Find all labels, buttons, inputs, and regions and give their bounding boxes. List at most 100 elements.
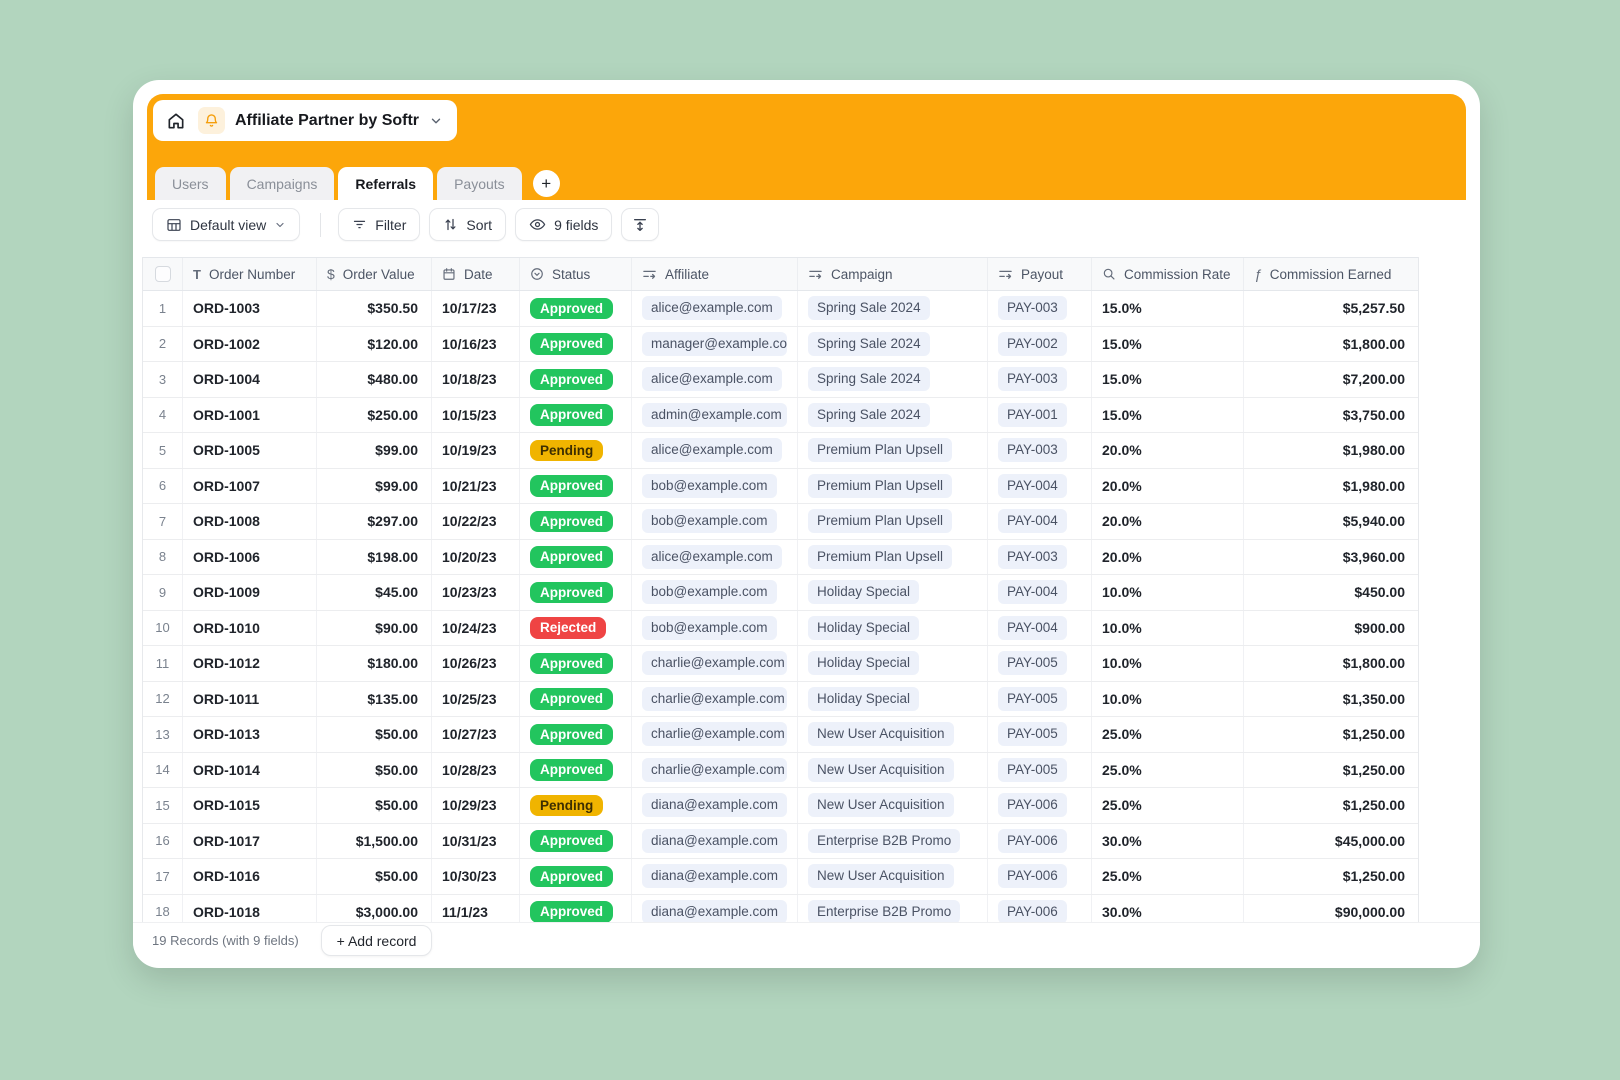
row-number-cell[interactable]: 13	[143, 717, 183, 752]
cell-commission-earned[interactable]: $1,800.00	[1244, 327, 1418, 362]
cell-order-value[interactable]: $45.00	[317, 575, 432, 610]
cell-date[interactable]: 10/18/23	[432, 362, 520, 397]
row-number-cell[interactable]: 4	[143, 397, 183, 432]
cell-commission-earned[interactable]: $3,750.00	[1244, 398, 1418, 433]
cell-commission-earned[interactable]: $450.00	[1244, 575, 1418, 610]
tab-referrals[interactable]: Referrals	[338, 167, 434, 200]
cell-campaign[interactable]: Spring Sale 2024	[798, 362, 988, 397]
cell-commission-rate[interactable]: 20.0%	[1092, 539, 1244, 574]
row-number-cell[interactable]: 12	[143, 681, 183, 716]
cell-order-number[interactable]: ORD-1013	[183, 717, 317, 752]
cell-commission-rate[interactable]: 25.0%	[1092, 788, 1244, 823]
cell-commission-earned[interactable]: $1,980.00	[1244, 469, 1418, 504]
cell-payout[interactable]: PAY-004	[988, 504, 1092, 539]
cell-date[interactable]: 10/30/23	[432, 859, 520, 894]
sort-button[interactable]: Sort	[429, 208, 507, 241]
add-table-button[interactable]: +	[532, 170, 560, 197]
cell-order-value[interactable]: $90.00	[317, 610, 432, 645]
cell-order-value[interactable]: $3,000.00	[317, 894, 432, 922]
cell-commission-rate[interactable]: 20.0%	[1092, 468, 1244, 503]
cell-campaign[interactable]: Premium Plan Upsell	[798, 504, 988, 539]
cell-campaign[interactable]: Spring Sale 2024	[798, 397, 988, 432]
cell-payout[interactable]: PAY-005	[988, 752, 1092, 787]
cell-order-number[interactable]: ORD-1015	[183, 788, 317, 823]
cell-affiliate[interactable]: diana@example.com	[632, 859, 798, 894]
cell-date[interactable]: 10/21/23	[432, 468, 520, 503]
cell-order-value[interactable]: $198.00	[317, 539, 432, 574]
cell-campaign[interactable]: Holiday Special	[798, 646, 988, 681]
column-header-commission-earned[interactable]: ƒ Commission Earned	[1244, 258, 1418, 290]
row-number-cell[interactable]: 9	[143, 575, 183, 610]
cell-commission-rate[interactable]: 10.0%	[1092, 681, 1244, 716]
cell-payout[interactable]: PAY-003	[988, 291, 1092, 326]
row-number-cell[interactable]: 17	[143, 859, 183, 894]
cell-status[interactable]: Rejected	[520, 610, 632, 645]
cell-commission-rate[interactable]: 15.0%	[1092, 362, 1244, 397]
cell-status[interactable]: Pending	[520, 788, 632, 823]
cell-order-number[interactable]: ORD-1001	[183, 397, 317, 432]
cell-date[interactable]: 10/23/23	[432, 575, 520, 610]
cell-commission-rate[interactable]: 30.0%	[1092, 823, 1244, 858]
cell-campaign[interactable]: New User Acquisition	[798, 717, 988, 752]
cell-commission-earned[interactable]: $900.00	[1244, 611, 1418, 646]
cell-order-value[interactable]: $297.00	[317, 504, 432, 539]
row-number-cell[interactable]: 10	[143, 610, 183, 645]
cell-campaign[interactable]: Premium Plan Upsell	[798, 433, 988, 468]
cell-date[interactable]: 10/27/23	[432, 717, 520, 752]
cell-commission-rate[interactable]: 10.0%	[1092, 610, 1244, 645]
cell-commission-earned[interactable]: $1,250.00	[1244, 717, 1418, 752]
row-height-button[interactable]	[621, 208, 660, 241]
cell-commission-earned[interactable]: $1,250.00	[1244, 859, 1418, 894]
cell-affiliate[interactable]: charlie@example.com	[632, 681, 798, 716]
cell-affiliate[interactable]: charlie@example.com	[632, 752, 798, 787]
row-number-cell[interactable]: 7	[143, 504, 183, 539]
row-number-cell[interactable]: 2	[143, 326, 183, 361]
cell-order-number[interactable]: ORD-1012	[183, 646, 317, 681]
cell-affiliate[interactable]: alice@example.com	[632, 433, 798, 468]
column-header-order-value[interactable]: $ Order Value	[317, 258, 432, 290]
cell-payout[interactable]: PAY-004	[988, 468, 1092, 503]
cell-campaign[interactable]: Premium Plan Upsell	[798, 468, 988, 503]
cell-order-number[interactable]: ORD-1008	[183, 504, 317, 539]
cell-affiliate[interactable]: diana@example.com	[632, 894, 798, 922]
cell-date[interactable]: 10/16/23	[432, 326, 520, 361]
cell-commission-rate[interactable]: 10.0%	[1092, 575, 1244, 610]
cell-status[interactable]: Pending	[520, 433, 632, 468]
cell-campaign[interactable]: New User Acquisition	[798, 788, 988, 823]
cell-commission-earned[interactable]: $7,200.00	[1244, 362, 1418, 397]
cell-commission-earned[interactable]: $45,000.00	[1244, 824, 1418, 859]
row-number-cell[interactable]: 14	[143, 752, 183, 787]
cell-campaign[interactable]: New User Acquisition	[798, 859, 988, 894]
cell-campaign[interactable]: Spring Sale 2024	[798, 326, 988, 361]
cell-payout[interactable]: PAY-005	[988, 646, 1092, 681]
row-number-cell[interactable]: 3	[143, 362, 183, 397]
hide-fields-button[interactable]: 9 fields	[515, 208, 613, 241]
cell-payout[interactable]: PAY-006	[988, 823, 1092, 858]
cell-order-value[interactable]: $50.00	[317, 859, 432, 894]
cell-date[interactable]: 10/26/23	[432, 646, 520, 681]
cell-status[interactable]: Approved	[520, 397, 632, 432]
row-number-cell[interactable]: 16	[143, 823, 183, 858]
row-number-cell[interactable]: 8	[143, 539, 183, 574]
cell-affiliate[interactable]: alice@example.com	[632, 539, 798, 574]
cell-commission-rate[interactable]: 20.0%	[1092, 433, 1244, 468]
cell-date[interactable]: 10/22/23	[432, 504, 520, 539]
row-number-cell[interactable]: 18	[143, 894, 183, 922]
cell-order-number[interactable]: ORD-1014	[183, 752, 317, 787]
cell-date[interactable]: 11/1/23	[432, 894, 520, 922]
cell-campaign[interactable]: New User Acquisition	[798, 752, 988, 787]
cell-order-number[interactable]: ORD-1016	[183, 859, 317, 894]
cell-status[interactable]: Approved	[520, 362, 632, 397]
cell-commission-rate[interactable]: 25.0%	[1092, 717, 1244, 752]
cell-affiliate[interactable]: bob@example.com	[632, 504, 798, 539]
cell-status[interactable]: Approved	[520, 468, 632, 503]
cell-payout[interactable]: PAY-006	[988, 894, 1092, 922]
cell-order-number[interactable]: ORD-1009	[183, 575, 317, 610]
add-record-button[interactable]: + Add record	[320, 925, 433, 956]
cell-payout[interactable]: PAY-004	[988, 575, 1092, 610]
cell-order-number[interactable]: ORD-1010	[183, 610, 317, 645]
select-all-checkbox[interactable]	[154, 266, 171, 282]
cell-affiliate[interactable]: bob@example.com	[632, 610, 798, 645]
cell-commission-earned[interactable]: $1,980.00	[1244, 433, 1418, 468]
row-number-cell[interactable]: 15	[143, 788, 183, 823]
